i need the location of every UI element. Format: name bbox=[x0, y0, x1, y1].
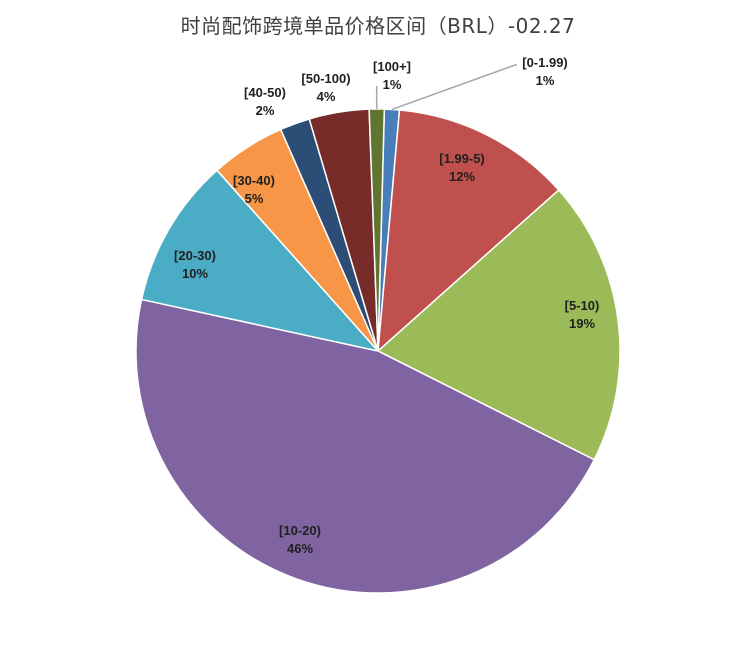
slice-percent-label: 46% bbox=[287, 541, 313, 556]
slice-range-label: [30-40) bbox=[233, 173, 275, 188]
slice-range-label: [5-10) bbox=[565, 298, 600, 313]
slice-percent-label: 1% bbox=[536, 73, 555, 88]
slice-percent-label: 19% bbox=[569, 316, 595, 331]
slice-range-label: [1.99-5) bbox=[439, 151, 485, 166]
pie-slice-3 bbox=[135, 298, 596, 594]
pie-slice-2 bbox=[376, 188, 621, 461]
leader-line-0 bbox=[391, 64, 517, 111]
slice-range-label: [50-100) bbox=[301, 71, 350, 86]
slice-range-label: [40-50) bbox=[244, 85, 286, 100]
pie-slice-4 bbox=[140, 169, 381, 353]
slice-range-label: [10-20) bbox=[279, 523, 321, 538]
chart-title: 时尚配饰跨境单品价格区间（BRL）-02.27 bbox=[180, 14, 576, 38]
slice-percent-label: 2% bbox=[256, 103, 275, 118]
slice-range-label: [100+] bbox=[373, 59, 411, 74]
slice-percent-label: 1% bbox=[383, 77, 402, 92]
slice-percent-label: 10% bbox=[182, 266, 208, 281]
slice-range-label: [0-1.99) bbox=[522, 55, 568, 70]
slice-percent-label: 5% bbox=[245, 191, 264, 206]
leader-lines bbox=[375, 64, 517, 111]
slice-percent-label: 4% bbox=[317, 89, 336, 104]
pie-slice-1 bbox=[377, 109, 560, 353]
slice-labels: [0-1.99) 1% [1.99-5) 12% [5-10) 19% [10-20) 46%… bbox=[174, 55, 599, 556]
slice-range-label: [20-30) bbox=[174, 248, 216, 263]
slice-percent-label: 12% bbox=[449, 169, 475, 184]
pie-slices bbox=[135, 108, 621, 594]
pie-slice-8 bbox=[368, 108, 386, 352]
